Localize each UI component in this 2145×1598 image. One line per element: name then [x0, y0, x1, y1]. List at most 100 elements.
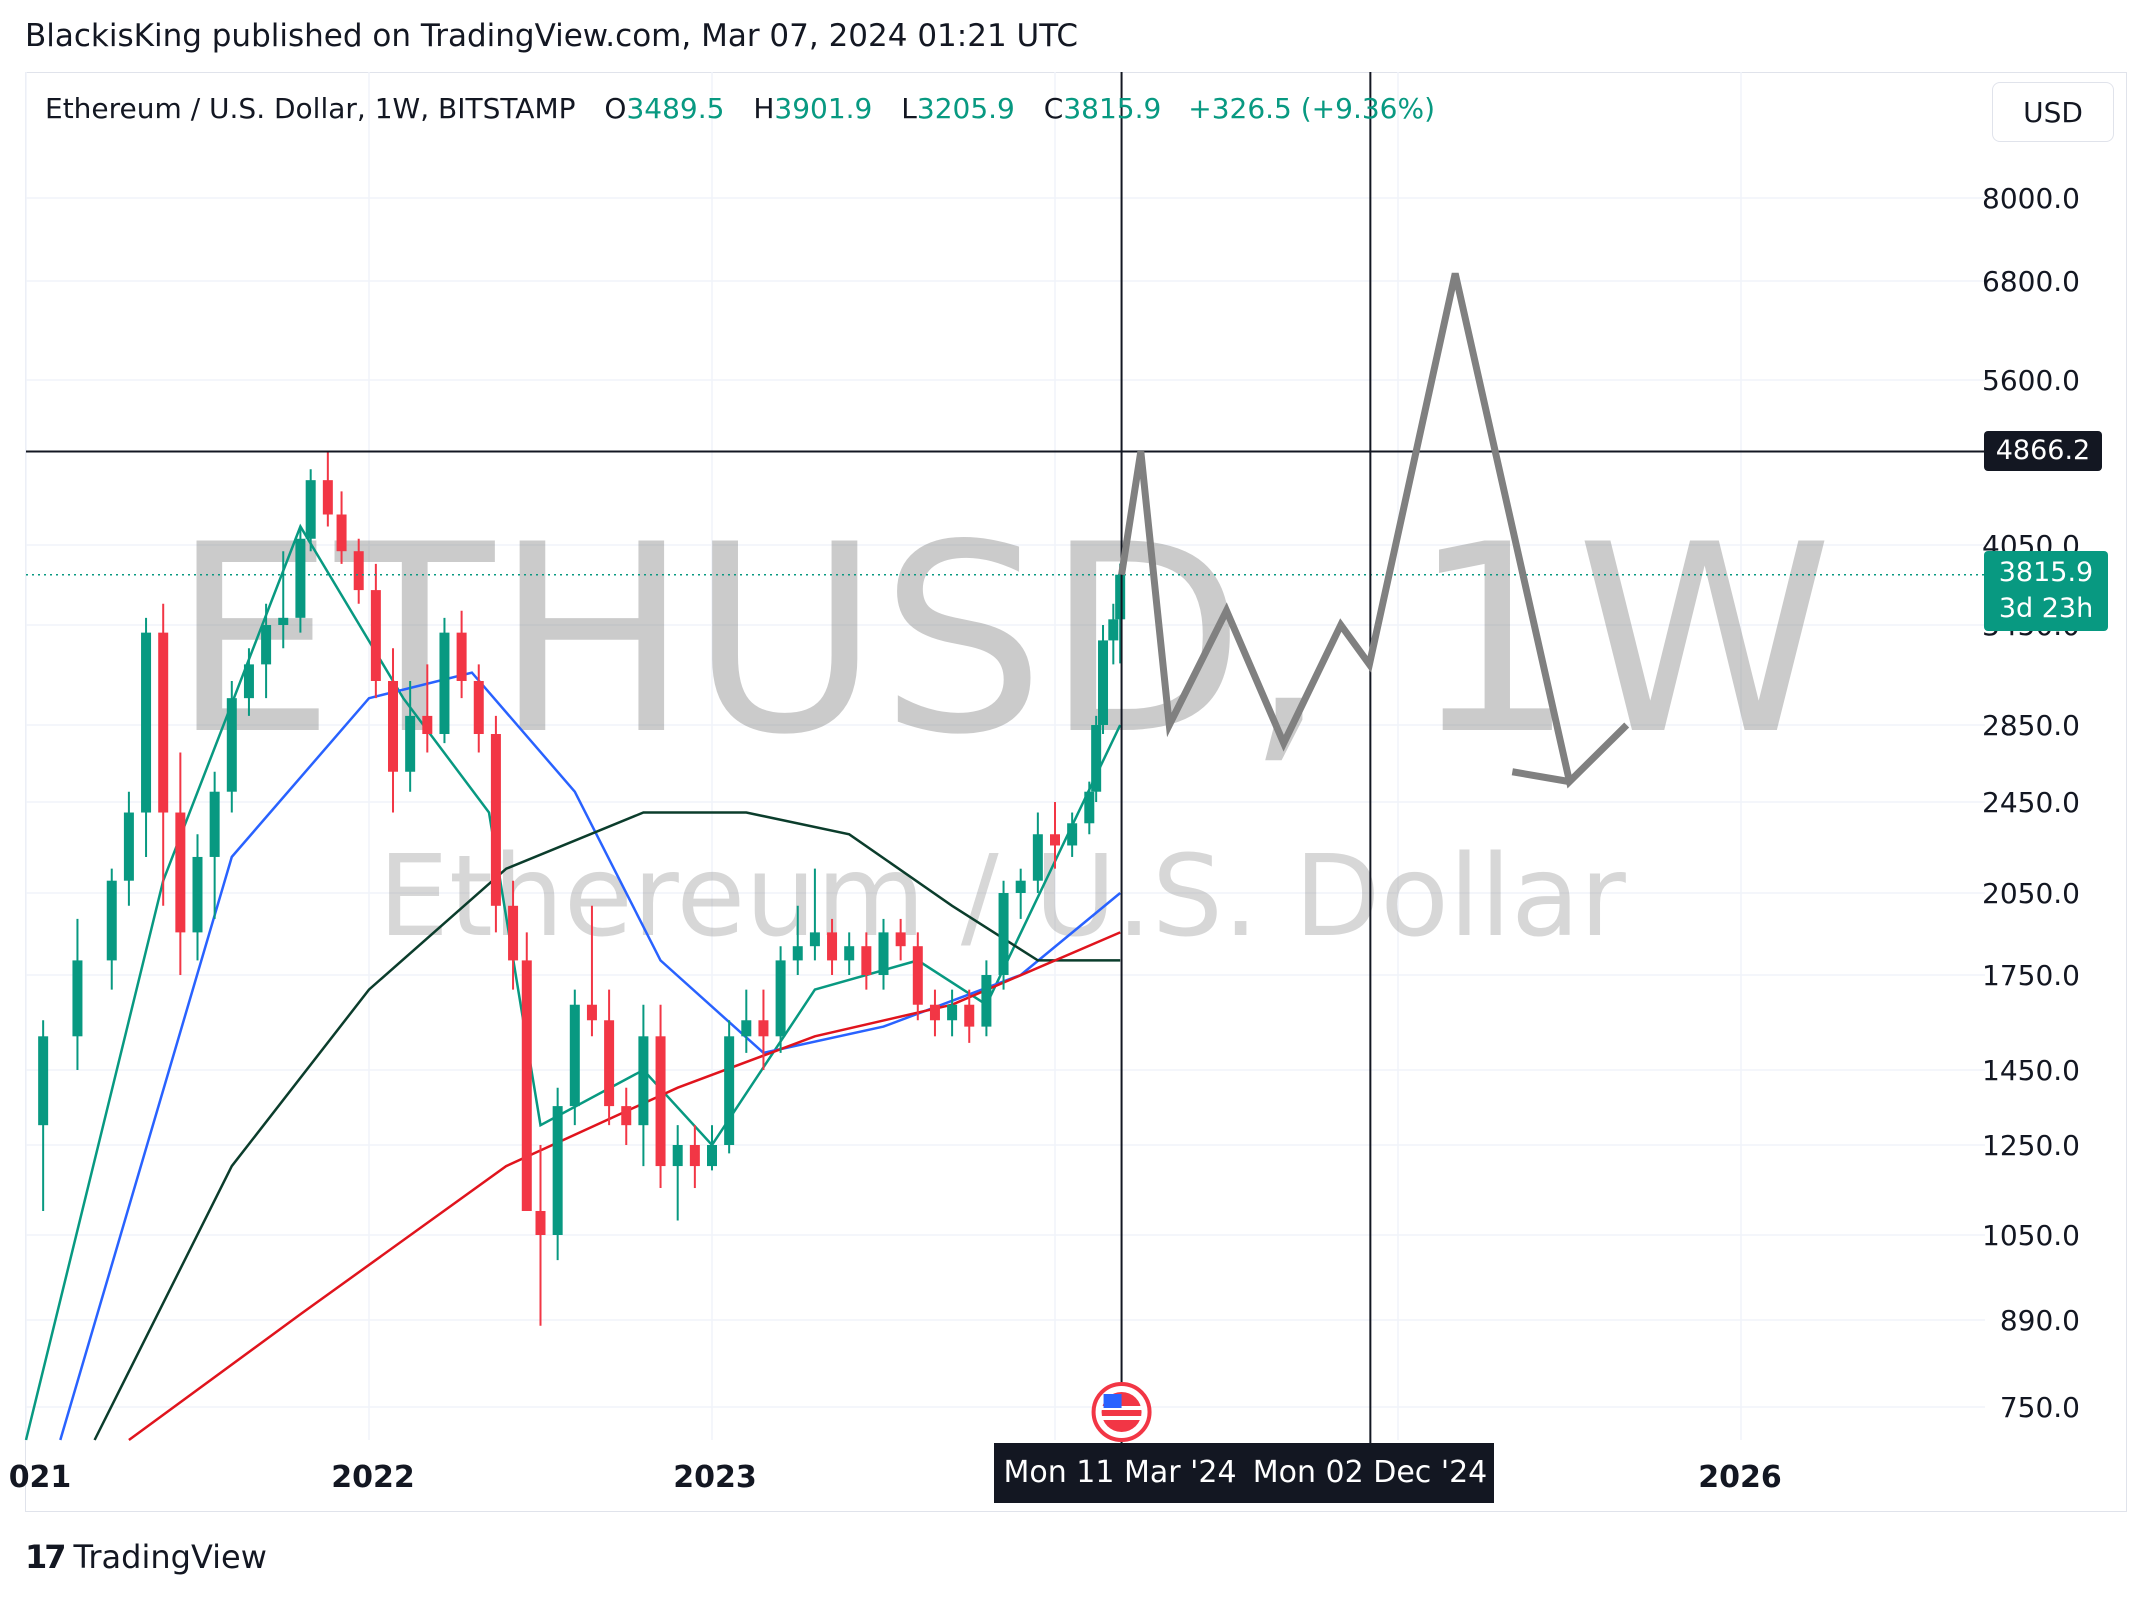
- candle-body: [439, 632, 450, 735]
- moving-average-line: [24, 523, 1122, 1441]
- candle-body: [473, 680, 484, 735]
- high-value: 3901.9: [774, 92, 873, 125]
- candle-body: [912, 946, 923, 1005]
- candle-body: [72, 960, 83, 1037]
- candle-body: [1091, 725, 1102, 792]
- candle-body: [535, 1210, 546, 1235]
- candle-body: [38, 1036, 49, 1126]
- y-tick-label: 6800.0: [1982, 265, 2080, 298]
- ohlc-legend: Ethereum / U.S. Dollar, 1W, BITSTAMP O34…: [45, 92, 1435, 125]
- candle-body: [621, 1106, 632, 1126]
- candle-body: [295, 538, 306, 618]
- close-label: C: [1043, 92, 1064, 125]
- low-label: L: [901, 92, 917, 125]
- candle-body: [336, 514, 347, 552]
- candle-body: [388, 680, 399, 772]
- low-value: 3205.9: [916, 92, 1015, 125]
- candle-body: [586, 1004, 597, 1021]
- candle-body: [106, 880, 117, 961]
- candle-body: [405, 715, 416, 772]
- candle-body: [209, 791, 220, 857]
- us-flag-icon-canton: [1103, 1394, 1122, 1408]
- candle-body: [809, 932, 820, 947]
- y-tick-label: 2850.0: [1982, 709, 2080, 742]
- y-tick-label: 2450.0: [1982, 786, 2080, 819]
- candle-body: [261, 625, 272, 665]
- candle-body: [638, 1036, 649, 1126]
- candle-body: [192, 856, 203, 933]
- candle-body: [672, 1145, 683, 1167]
- x-tick-label: 2022: [331, 1460, 415, 1495]
- candle-body: [141, 632, 152, 813]
- y-tick-label: 890.0: [2000, 1304, 2080, 1337]
- candle-body: [878, 932, 889, 975]
- candle-body: [1032, 834, 1043, 881]
- candle-body: [604, 1020, 615, 1107]
- candle-body: [1098, 640, 1109, 725]
- candle-body: [1050, 834, 1060, 846]
- y-tick-label: 1250.0: [1982, 1129, 2080, 1162]
- candle-body: [521, 960, 532, 1211]
- candle-body: [508, 905, 519, 961]
- candle-body: [1084, 791, 1095, 824]
- candle-body: [758, 1020, 769, 1037]
- y-tick-label: 750.0: [2000, 1391, 2080, 1424]
- x-tick-label: 2023: [673, 1460, 757, 1495]
- open-label: O: [604, 92, 627, 125]
- y-tick-label: 2050.0: [1982, 877, 2080, 910]
- hline-price-tag: 4866.2: [1984, 431, 2102, 471]
- candle-body: [861, 946, 872, 975]
- candle-body: [353, 551, 364, 591]
- candle-body: [792, 946, 803, 961]
- candle-body: [243, 664, 254, 699]
- candle-body: [175, 812, 186, 933]
- candle-body: [655, 1036, 666, 1167]
- candle-body: [964, 1004, 975, 1027]
- candle-body: [981, 975, 992, 1027]
- candle-body: [370, 590, 381, 681]
- us-flag-icon-stripe: [1101, 1416, 1142, 1420]
- close-value: 3815.9: [1063, 92, 1162, 125]
- open-value: 3489.5: [626, 92, 725, 125]
- candle-body: [226, 698, 237, 792]
- high-label: H: [753, 92, 775, 125]
- tradingview-logo-icon: 17: [25, 1538, 66, 1576]
- publish-info: BlackisKing published on TradingView.com…: [25, 18, 1078, 54]
- date-tag-1: Mon 11 Mar '24: [994, 1443, 1246, 1503]
- watermark-ticker: ETHUSD, 1W: [171, 490, 1833, 792]
- y-tick-label: 1050.0: [1982, 1219, 2080, 1252]
- currency-button[interactable]: USD: [1992, 82, 2114, 142]
- change-value: +326.5 (+9.36%): [1188, 92, 1436, 125]
- candle-body: [490, 734, 501, 906]
- candle-body: [1108, 619, 1119, 641]
- candle-body: [278, 617, 289, 625]
- candle-body: [827, 932, 838, 961]
- candle-body: [724, 1036, 735, 1145]
- candle-body: [158, 632, 169, 813]
- candle-body: [322, 480, 333, 515]
- date-tag-2: Mon 02 Dec '24: [1246, 1443, 1494, 1503]
- last-price-value: 3815.9: [1998, 557, 2094, 588]
- candle-body: [569, 1004, 580, 1107]
- candle-body: [947, 1004, 958, 1021]
- y-tick-label: 1750.0: [1982, 959, 2080, 992]
- candle-body: [895, 932, 906, 947]
- footer-brand: TradingView: [73, 1538, 267, 1576]
- candle-body: [422, 715, 433, 735]
- candle-body: [1015, 880, 1026, 893]
- moving-average-line: [93, 811, 1121, 1441]
- candle-body: [1115, 574, 1126, 620]
- footer[interactable]: 17 TradingView: [25, 1538, 267, 1576]
- candle-body: [456, 632, 467, 681]
- candle-body: [123, 812, 134, 881]
- candle-body: [689, 1145, 700, 1167]
- x-tick-label: 2026: [1698, 1460, 1782, 1495]
- symbol-label: Ethereum / U.S. Dollar, 1W, BITSTAMP: [45, 92, 576, 125]
- projection-arrow-head: [1511, 768, 1571, 786]
- x-tick-label: 021: [9, 1460, 72, 1495]
- candle-body: [929, 1004, 940, 1021]
- y-tick-label: 1450.0: [1982, 1054, 2080, 1087]
- y-tick-label: 5600.0: [1982, 364, 2080, 397]
- candle-body: [707, 1145, 717, 1167]
